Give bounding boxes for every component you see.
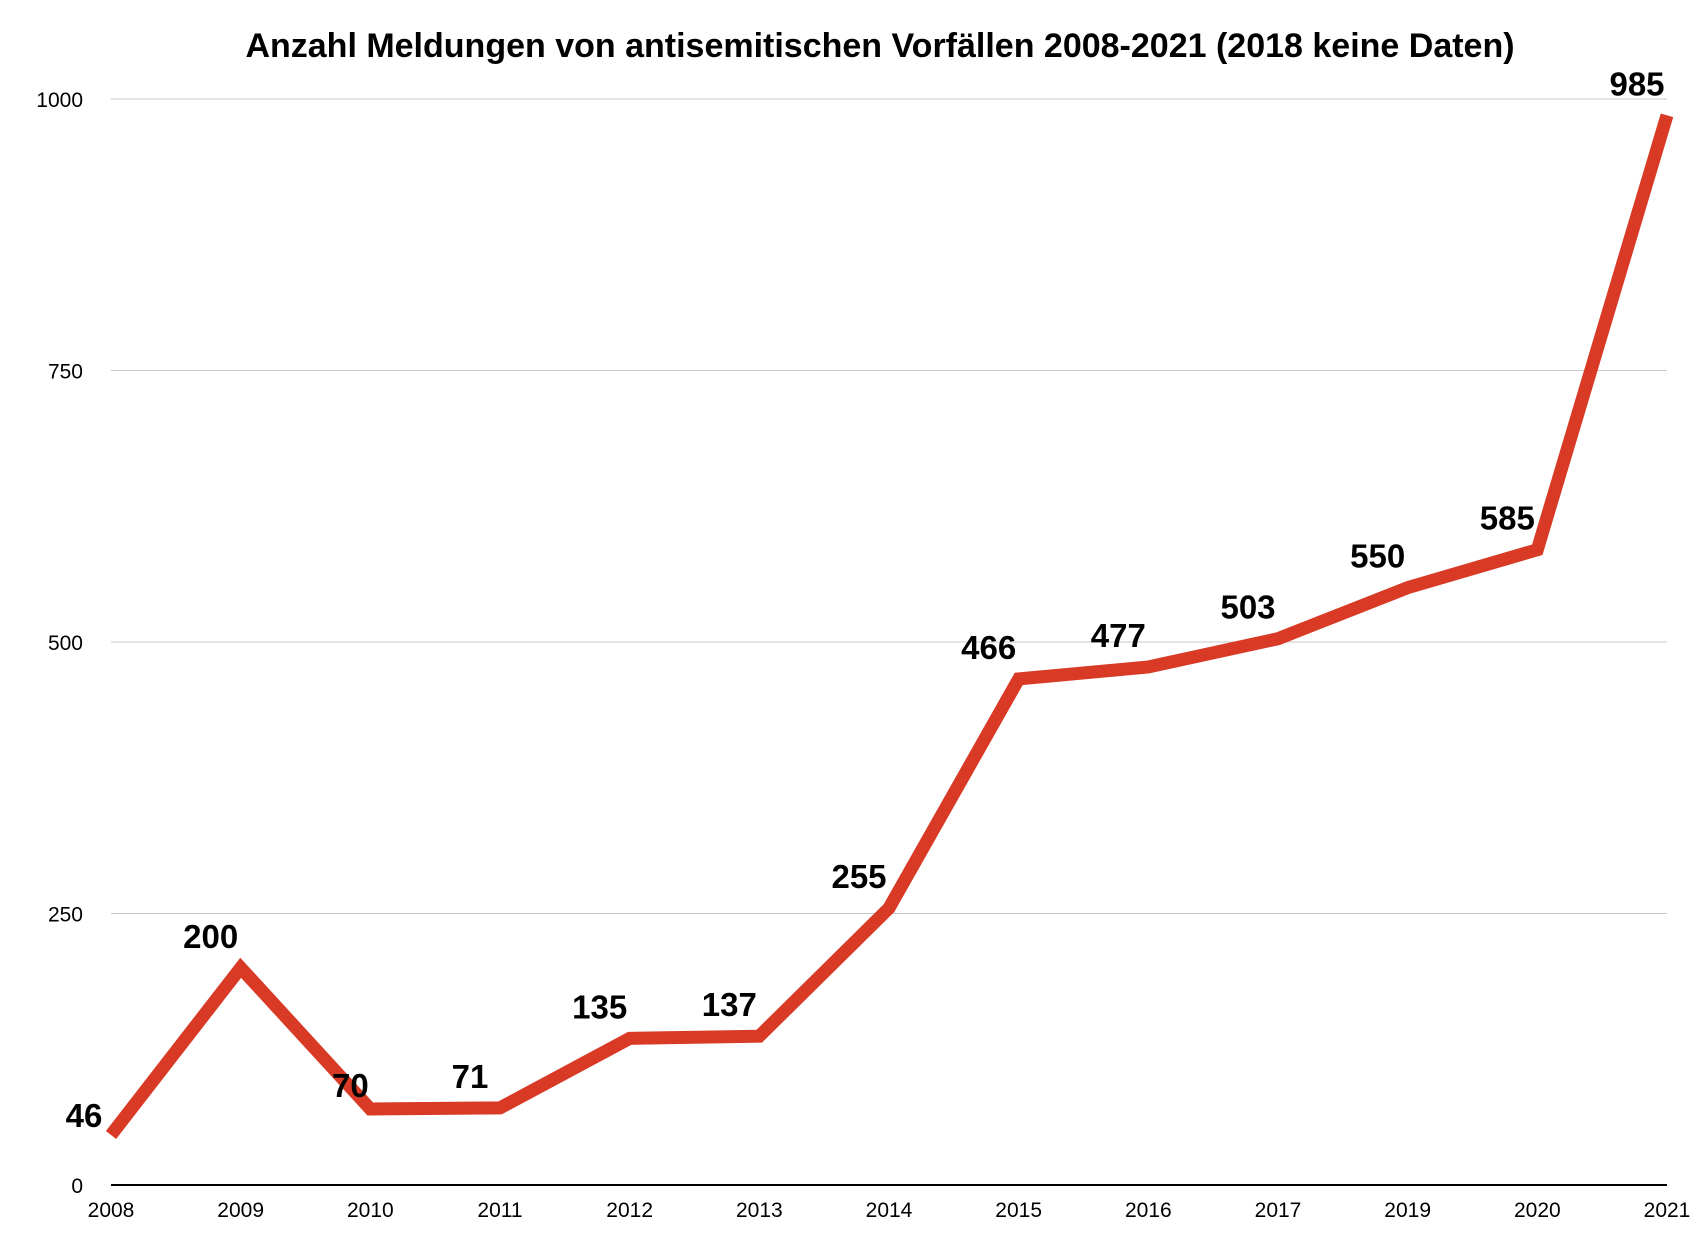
data-label: 71 [452,1058,489,1095]
x-tick-label: 2020 [1514,1199,1561,1222]
data-label: 503 [1220,589,1275,626]
data-label: 550 [1350,538,1405,575]
series-line [105,113,1674,1139]
x-tick-label: 2009 [217,1199,264,1222]
x-tick-label: 2008 [88,1199,135,1222]
data-label: 46 [66,1097,103,1134]
data-label: 985 [1609,65,1664,102]
data-label: 70 [332,1067,369,1104]
y-tick-label: 500 [48,632,83,655]
y-tick-label: 750 [48,361,83,384]
data-label: 135 [572,988,627,1025]
data-label: 477 [1091,617,1146,654]
data-label: 200 [183,918,238,955]
gridlines [111,98,1667,914]
x-axis-ticks: 2008 2009 2010 2011 2012 2013 2014 2015 2016 2017… [88,1199,1691,1222]
data-labels: 46 200 70 71 135 137 255 466 477 503 550 585 985 [66,65,1665,1134]
x-tick-label: 2013 [736,1199,783,1222]
data-label: 255 [831,858,886,895]
x-tick-label: 2021 [1644,1199,1691,1222]
x-tick-label: 2017 [1255,1199,1302,1222]
data-label: 137 [702,986,757,1023]
x-tick-label: 2010 [347,1199,394,1222]
x-tick-label: 2019 [1384,1199,1431,1222]
series [105,113,1674,1139]
x-tick-label: 2012 [606,1199,653,1222]
chart-title: Anzahl Meldungen von antisemitischen Vor… [245,27,1514,65]
x-tick-label: 2016 [1125,1199,1172,1222]
x-tick-label: 2015 [995,1199,1042,1222]
data-label: 466 [961,629,1016,666]
y-axis-ticks: 0 250 500 750 1000 [36,89,83,1198]
x-tick-label: 2014 [866,1199,913,1222]
y-tick-label: 250 [48,904,83,927]
y-tick-label: 1000 [36,89,83,112]
y-tick-label: 0 [71,1175,83,1198]
data-label: 585 [1480,500,1535,537]
x-tick-label: 2011 [477,1199,522,1222]
